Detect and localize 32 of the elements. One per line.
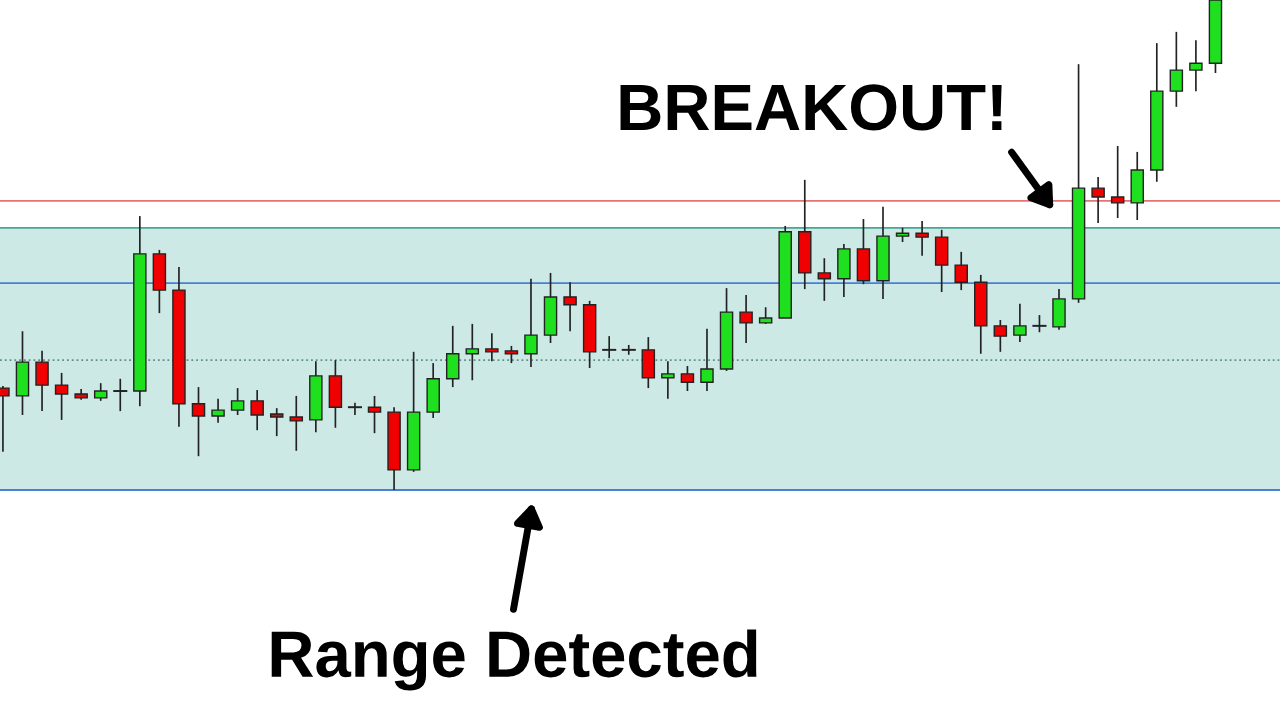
- candlestick: [289, 395, 304, 452]
- candlestick: [367, 395, 382, 434]
- candlestick: [1110, 145, 1125, 219]
- candlestick: [661, 360, 675, 400]
- candlestick: [563, 281, 577, 333]
- candlestick: [35, 350, 49, 412]
- candlestick: [993, 319, 1008, 353]
- candlestick: [250, 389, 264, 432]
- annotation: BREAKOUT!: [620, 84, 1002, 131]
- candlestick: [1169, 31, 1184, 108]
- candlestick: [602, 335, 617, 360]
- candlestick: [700, 327, 714, 392]
- candlestick: [680, 365, 695, 392]
- candlestick: [1189, 39, 1203, 92]
- candlestick: [230, 387, 245, 416]
- candlestick: [54, 372, 69, 421]
- candlestick: [1091, 176, 1105, 224]
- candlestick: [211, 398, 225, 424]
- candlestick: [465, 323, 480, 382]
- candlestick: [485, 332, 499, 362]
- candlestick: [915, 220, 929, 257]
- candlestick: [113, 377, 128, 412]
- candlestick: [954, 251, 968, 291]
- candlestick: [817, 257, 832, 302]
- candlestick: [739, 294, 753, 344]
- candlestick: [191, 386, 206, 458]
- candlestick: [269, 407, 284, 437]
- text: Range Detected: [271, 629, 757, 691]
- candlestick: [621, 344, 636, 356]
- candlestick: [1013, 302, 1027, 343]
- candlestick: [524, 277, 538, 368]
- candlestick: [347, 401, 362, 416]
